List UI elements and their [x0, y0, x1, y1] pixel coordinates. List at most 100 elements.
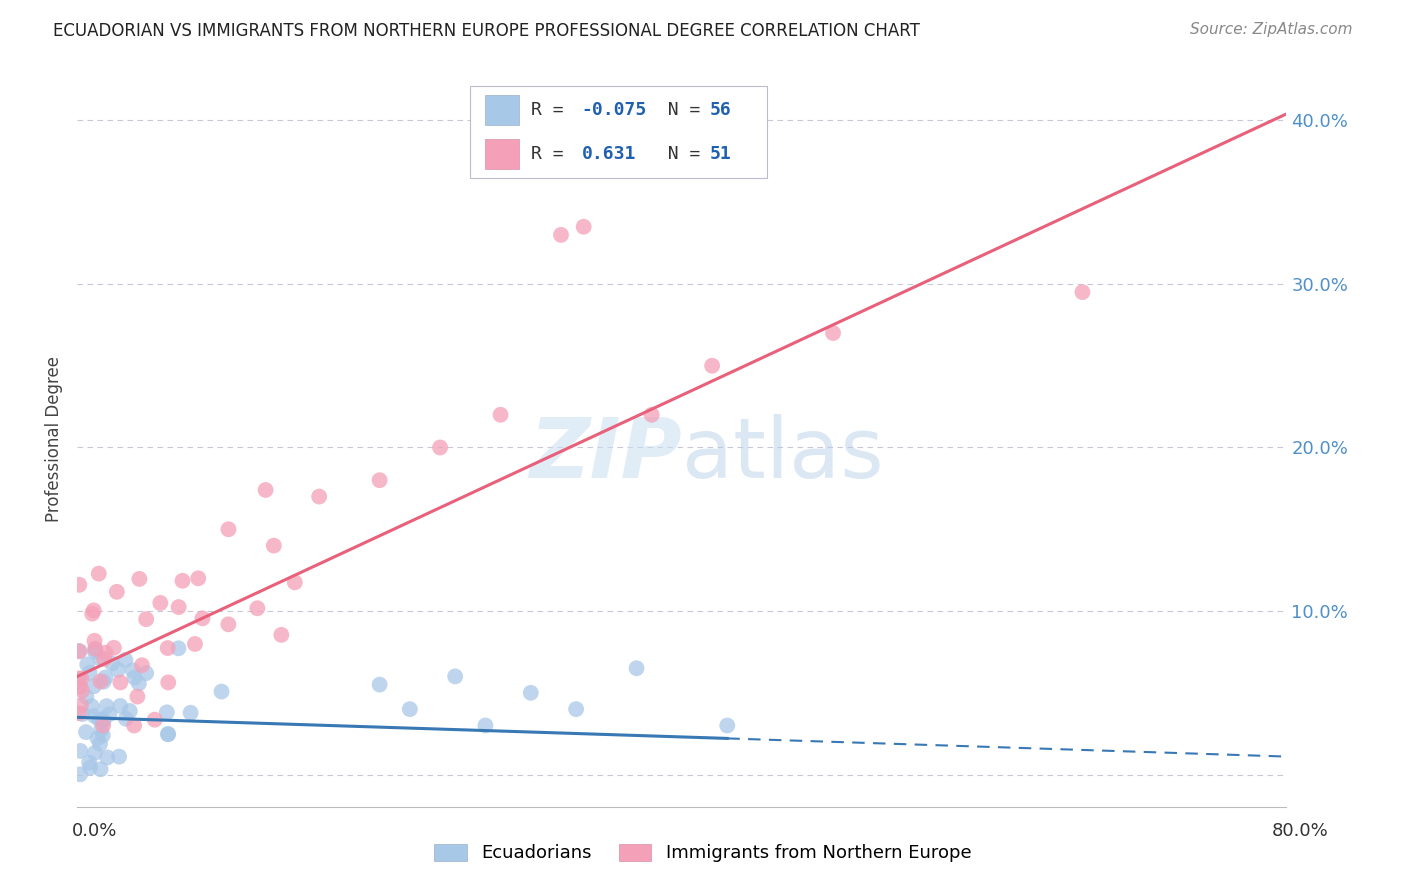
Point	[70, 683, 93, 698]
Point	[254, 483, 277, 497]
Point	[96, 699, 118, 714]
Point	[474, 718, 496, 732]
Point	[135, 666, 157, 681]
Point	[444, 669, 467, 683]
Text: N =: N =	[645, 145, 711, 163]
Point	[124, 671, 146, 685]
Bar	[485, 139, 519, 169]
Point	[156, 706, 179, 720]
Point	[149, 596, 172, 610]
Text: R =: R =	[531, 101, 574, 119]
Point	[94, 671, 117, 685]
Point	[98, 707, 121, 722]
Text: 80.0%: 80.0%	[1272, 822, 1329, 839]
Point	[89, 737, 111, 751]
Point	[128, 572, 150, 586]
Point	[128, 676, 150, 690]
Legend: Ecuadorians, Immigrants from Northern Europe: Ecuadorians, Immigrants from Northern Eu…	[427, 837, 979, 870]
Point	[641, 408, 664, 422]
Point	[76, 657, 98, 672]
Point	[263, 539, 285, 553]
Point	[86, 731, 108, 746]
Point	[399, 702, 422, 716]
Point	[110, 698, 132, 713]
Point	[626, 661, 648, 675]
Point	[131, 658, 153, 673]
Point	[83, 709, 105, 723]
Text: ECUADORIAN VS IMMIGRANTS FROM NORTHERN EUROPE PROFESSIONAL DEGREE CORRELATION CH: ECUADORIAN VS IMMIGRANTS FROM NORTHERN E…	[53, 22, 921, 40]
Point	[107, 663, 129, 677]
Point	[82, 607, 104, 621]
Point	[172, 574, 194, 588]
Point	[572, 219, 595, 234]
FancyBboxPatch shape	[470, 87, 766, 178]
Point	[716, 718, 738, 732]
Point	[565, 702, 588, 716]
Point	[114, 653, 136, 667]
Point	[93, 674, 115, 689]
Point	[167, 600, 190, 615]
Point	[520, 686, 543, 700]
Point	[157, 727, 180, 741]
Point	[368, 473, 391, 487]
Point	[80, 699, 103, 714]
Point	[156, 727, 179, 741]
Point	[83, 633, 105, 648]
Point	[83, 603, 105, 617]
Point	[75, 690, 97, 704]
Point	[489, 408, 512, 422]
Point	[79, 761, 101, 775]
Point	[110, 675, 132, 690]
Point	[270, 628, 292, 642]
Point	[121, 664, 143, 678]
Point	[96, 750, 118, 764]
Point	[94, 646, 117, 660]
Point	[83, 679, 105, 693]
Point	[67, 578, 90, 592]
Text: R =: R =	[531, 145, 574, 163]
Point	[246, 601, 269, 615]
Point	[72, 706, 94, 721]
Bar	[485, 95, 519, 125]
Point	[101, 657, 124, 671]
Point	[108, 749, 131, 764]
Point	[180, 706, 202, 720]
Point	[84, 746, 107, 760]
Point	[93, 713, 115, 727]
Point	[83, 645, 105, 659]
Point	[84, 642, 107, 657]
Point	[75, 725, 97, 739]
Text: atlas: atlas	[682, 414, 883, 494]
Point	[67, 672, 90, 686]
Point	[127, 690, 149, 704]
Point	[284, 575, 307, 590]
Point	[184, 637, 207, 651]
Point	[67, 680, 90, 694]
Point	[218, 522, 240, 536]
Point	[90, 713, 112, 727]
Point	[91, 728, 114, 742]
Point	[69, 767, 91, 781]
Text: ZIP: ZIP	[529, 414, 682, 494]
Point	[69, 678, 91, 692]
Point	[67, 644, 90, 658]
Point	[105, 584, 128, 599]
Point	[122, 718, 145, 732]
Point	[550, 227, 572, 242]
Point	[67, 706, 90, 721]
Point	[103, 640, 125, 655]
Point	[90, 762, 112, 776]
Point	[69, 744, 91, 758]
Point	[429, 441, 451, 455]
Text: 0.631: 0.631	[582, 145, 636, 163]
Point	[187, 571, 209, 585]
Point	[1071, 285, 1094, 300]
Point	[90, 674, 112, 689]
Point	[211, 684, 233, 698]
Y-axis label: Professional Degree: Professional Degree	[45, 356, 63, 523]
Point	[217, 617, 239, 632]
Point	[93, 652, 115, 666]
Point	[308, 490, 330, 504]
Point	[143, 713, 166, 727]
Text: Source: ZipAtlas.com: Source: ZipAtlas.com	[1189, 22, 1353, 37]
